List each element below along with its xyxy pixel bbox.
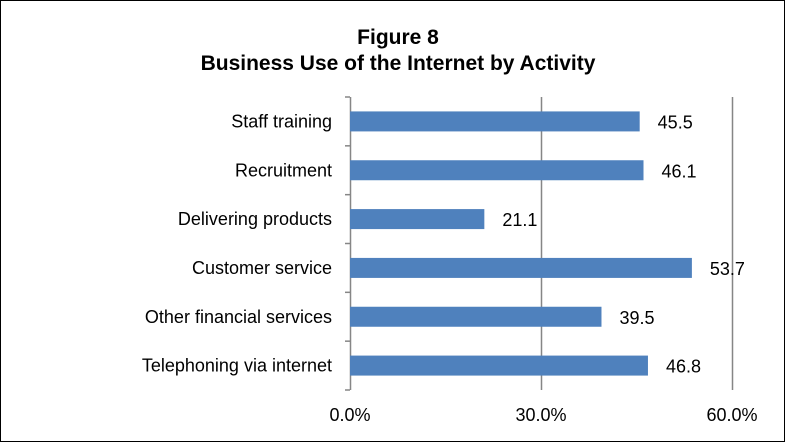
x-tick-label-2: 60.0%	[706, 405, 757, 425]
category-labels: Staff training Recruitment Delivering prod…	[142, 111, 332, 375]
value-label-4: 39.5	[619, 308, 654, 328]
gridlines	[345, 96, 734, 391]
x-tick-labels: 0.0% 30.0% 60.0%	[329, 405, 757, 425]
category-label-5: Telephoning via internet	[142, 356, 332, 376]
category-label-2: Delivering products	[178, 209, 332, 229]
x-tick-label-0: 0.0%	[329, 405, 370, 425]
category-label-4: Other financial services	[145, 307, 332, 327]
bar-4	[350, 306, 602, 327]
category-label-3: Customer service	[192, 258, 332, 278]
bar-2	[350, 209, 485, 230]
x-tick-label-1: 30.0%	[515, 405, 566, 425]
value-labels: 45.5 46.1 21.1 53.7 39.5 46.8	[502, 112, 745, 376]
value-label-3: 53.7	[710, 259, 745, 279]
bar-0	[350, 111, 640, 132]
category-label-1: Recruitment	[235, 160, 332, 180]
chart-title: Figure 8	[357, 26, 439, 49]
bar-3	[350, 257, 692, 278]
bar-5	[350, 355, 648, 376]
value-label-2: 21.1	[502, 210, 537, 230]
value-label-5: 46.8	[666, 357, 701, 377]
bars	[350, 111, 692, 376]
category-label-0: Staff training	[231, 111, 332, 131]
value-label-0: 45.5	[658, 112, 693, 132]
value-label-1: 46.1	[662, 161, 697, 181]
chart-subtitle: Business Use of the Internet by Activity	[201, 52, 596, 75]
bar-1	[350, 160, 644, 181]
